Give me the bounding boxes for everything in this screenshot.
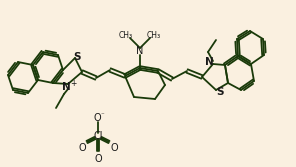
Text: O: O	[78, 143, 86, 153]
Text: +: +	[70, 78, 76, 88]
Text: CH₃: CH₃	[147, 31, 161, 40]
Text: CH₃: CH₃	[119, 31, 133, 40]
Text: S: S	[216, 87, 224, 97]
Text: ⁻: ⁻	[100, 112, 104, 118]
Text: S: S	[73, 52, 81, 62]
Text: O: O	[94, 154, 102, 164]
Text: N: N	[205, 57, 213, 67]
Text: O: O	[93, 113, 101, 123]
Text: O: O	[110, 143, 118, 153]
Text: N: N	[136, 46, 144, 56]
Text: N: N	[62, 82, 70, 92]
Text: Cl: Cl	[93, 131, 103, 141]
